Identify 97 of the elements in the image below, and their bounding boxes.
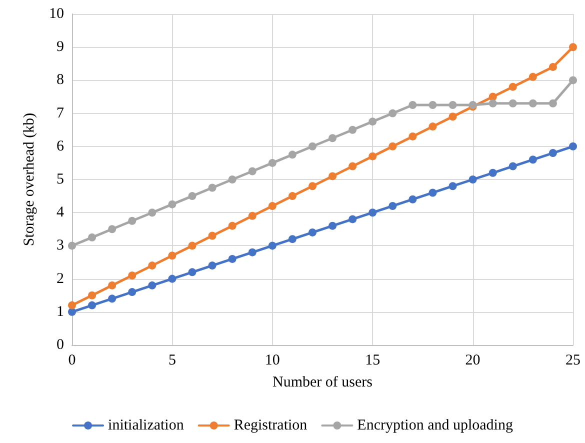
y-tick-label: 5 [56,172,64,188]
point [528,72,537,81]
point [88,233,96,242]
x-tick-label: 20 [465,352,480,368]
point [348,215,357,224]
point [408,132,417,140]
y-tick-label: 6 [56,138,64,154]
point [228,254,236,263]
point [288,150,296,159]
point [148,208,156,217]
legend-label: Registration [234,418,308,434]
point [128,271,136,280]
point [68,242,76,250]
point [128,288,136,296]
point [508,162,517,170]
point [268,158,276,167]
point [88,291,96,300]
point [208,262,216,270]
y-tick-label: 10 [49,6,64,22]
point [208,184,216,192]
x-tick-label: 10 [264,352,280,368]
point [528,99,537,108]
point [268,202,276,210]
point [548,99,557,108]
legend-label: Encryption and uploading [357,418,514,434]
point [308,182,316,190]
point [448,101,457,110]
x-tick-label: 15 [365,352,380,368]
y-tick-label: 4 [56,204,64,221]
point [428,188,437,197]
point [228,222,236,230]
y-axis-title: Storage overhead (kb) [22,112,38,246]
point [268,242,276,250]
point [188,192,196,200]
point [348,126,357,134]
point [68,308,76,316]
point [368,208,377,217]
point [88,301,96,310]
point [388,202,397,210]
point [148,281,156,290]
point [508,99,517,108]
point [108,281,116,290]
point [548,62,557,71]
point [388,109,397,118]
point [208,232,216,240]
point [108,225,116,234]
legend-label: initialization [108,418,184,434]
point [168,274,176,283]
point [68,301,76,310]
point [368,152,377,160]
y-tick-label: 8 [56,72,64,88]
point [488,168,497,177]
point [108,294,116,303]
point [569,76,577,84]
y-tick-label: 0 [56,337,64,353]
point [288,192,296,200]
point [308,142,316,150]
y-tick-label: 3 [56,238,64,254]
point [228,176,236,184]
point [548,149,557,158]
point [388,142,397,150]
point [328,222,337,230]
point [448,182,457,190]
point [408,195,417,204]
y-tick-label: 9 [56,39,64,56]
point [288,235,296,244]
point [428,101,437,110]
point [328,172,337,180]
point [168,252,176,260]
point [468,176,477,184]
point [528,156,537,164]
point [128,216,136,225]
x-tick-label: 5 [168,352,176,368]
point [248,212,256,220]
x-tick-label: 0 [68,352,76,368]
x-axis-title: Number of users [272,374,373,390]
y-tick-label: 2 [56,270,64,287]
point [488,99,497,108]
point [569,43,577,52]
y-tick-label: 7 [56,105,64,122]
point [148,262,156,270]
point [188,268,196,276]
point [448,112,457,121]
point [248,167,256,176]
x-tick-label: 25 [566,352,580,368]
point [408,101,417,110]
y-tick-label: 1 [56,304,64,320]
point [328,134,337,142]
point [248,248,256,256]
point [348,162,357,170]
point [188,242,196,250]
point [308,228,316,236]
point [168,200,176,208]
point [569,142,577,150]
point [368,118,377,126]
point [428,122,437,131]
point [508,82,517,91]
